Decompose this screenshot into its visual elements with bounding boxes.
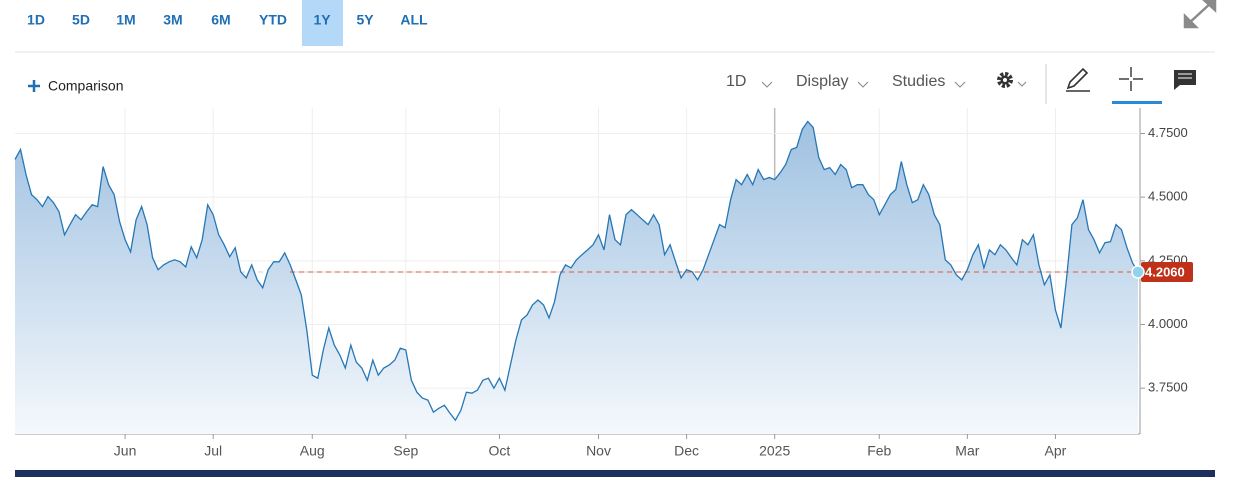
active-tool-underline xyxy=(1112,101,1162,104)
y-tick-label: 4.0000 xyxy=(1148,316,1188,331)
draw-button[interactable] xyxy=(1066,67,1090,92)
x-tick-label: Mar xyxy=(955,443,979,459)
caret xyxy=(761,81,773,88)
x-tick-label: Oct xyxy=(489,443,511,459)
settings-button[interactable] xyxy=(997,72,1027,88)
x-tick-label: Dec xyxy=(674,443,699,459)
area-fill xyxy=(15,121,1138,434)
last-price-tag xyxy=(1141,262,1193,283)
expand-icon[interactable] xyxy=(1183,0,1217,29)
comparison-label[interactable]: Comparison xyxy=(48,78,123,94)
bottom-bar xyxy=(15,470,1215,477)
range-button[interactable]: 3M xyxy=(163,12,182,28)
range-button[interactable]: YTD xyxy=(259,12,287,28)
x-tick-label: Jul xyxy=(204,443,222,459)
x-tick-label: Nov xyxy=(586,443,611,459)
range-button[interactable]: 5Y xyxy=(356,12,374,28)
range-button[interactable]: 5D xyxy=(72,12,90,28)
range-selected xyxy=(302,0,343,46)
y-tick-label: 3.7500 xyxy=(1148,380,1188,395)
x-tick-label: Aug xyxy=(300,443,325,459)
x-tick-label: Sep xyxy=(393,443,418,459)
range-button[interactable]: 1Y xyxy=(313,12,331,28)
y-tick-label: 4.5000 xyxy=(1148,189,1188,204)
x-tick-label: Feb xyxy=(867,443,891,459)
last-point xyxy=(1131,265,1145,279)
interval-menu[interactable]: 1D xyxy=(726,73,746,90)
range-button[interactable]: 6M xyxy=(211,12,230,28)
range-button[interactable]: 1M xyxy=(116,12,135,28)
x-tick-label: 2025 xyxy=(759,443,790,459)
annotation-button[interactable] xyxy=(1174,70,1196,90)
range-button[interactable]: ALL xyxy=(400,12,428,28)
comparison-button[interactable]: Comparison xyxy=(28,78,123,94)
caret xyxy=(857,81,869,88)
display-menu[interactable]: Display xyxy=(796,73,848,90)
y-tick-label: 4.7500 xyxy=(1148,125,1188,140)
crosshair-button[interactable] xyxy=(1119,67,1143,91)
x-tick-label: Apr xyxy=(1045,443,1067,459)
range-button[interactable]: 1D xyxy=(27,12,45,28)
studies-menu[interactable]: Studies xyxy=(892,73,945,90)
caret xyxy=(954,81,966,88)
price-line xyxy=(14,120,1139,422)
x-tick-label: Jun xyxy=(114,443,137,459)
last-price-label: 4.2060 xyxy=(1145,264,1185,279)
